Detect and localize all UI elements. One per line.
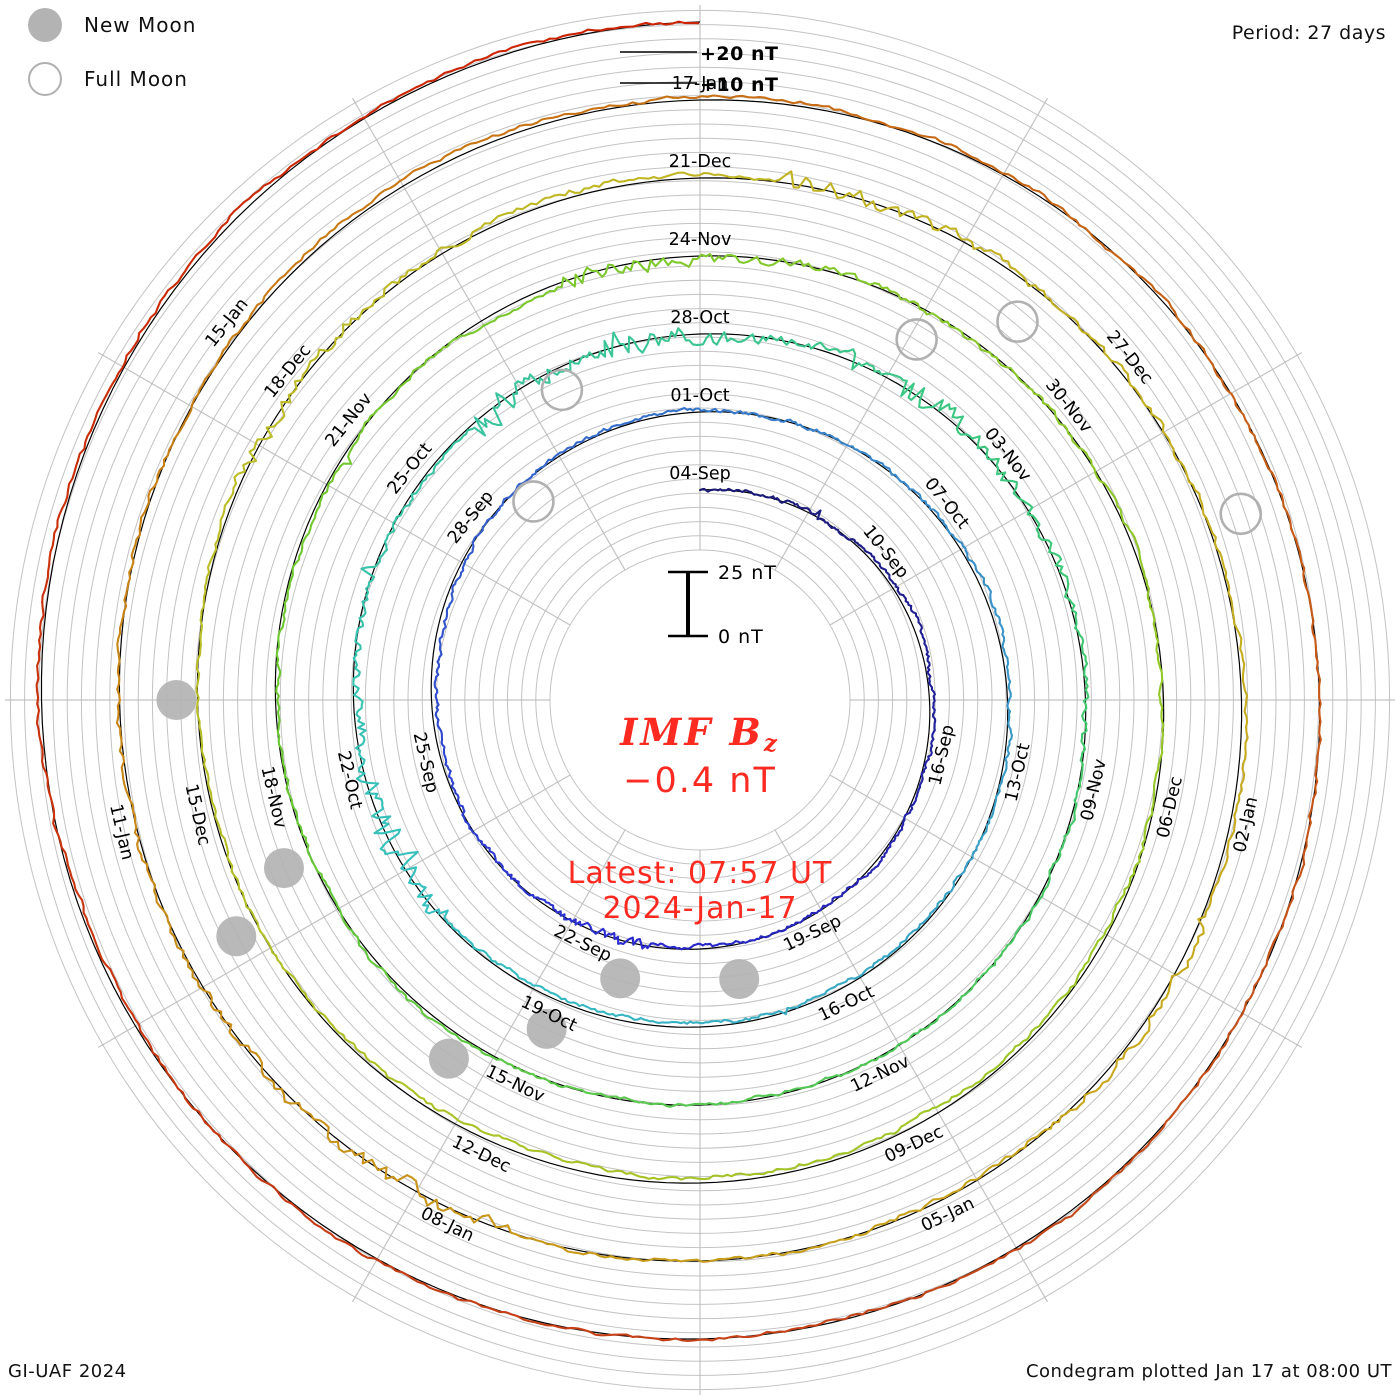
new-moon-icon	[28, 8, 62, 42]
period-label: Period: 27 days	[1231, 22, 1386, 44]
date-label: 21-Dec	[669, 152, 731, 172]
spiral-baselines	[40, 21, 1321, 1340]
legend-new-moon-label: New Moon	[84, 13, 197, 37]
angular-gridlines	[5, 5, 1395, 1395]
legend-full-moon: Full Moon	[28, 62, 188, 96]
scalebar-top-label: 25 nT	[718, 562, 777, 584]
date-label: 05-Jan	[918, 1194, 978, 1237]
data-traces	[35, 20, 1322, 1342]
date-label: 07-Oct	[920, 474, 973, 533]
scale-bar	[668, 570, 708, 638]
ring-label-20nt: +20 nT	[700, 43, 779, 65]
full-moon-icon	[28, 62, 62, 96]
credit-label: GI-UAF 2024	[8, 1361, 127, 1382]
date-label: 03-Nov	[980, 424, 1035, 486]
date-label: 28-Oct	[670, 308, 729, 328]
date-label: 01-Oct	[670, 386, 729, 406]
moon-markers	[156, 300, 1263, 1079]
date-label: 24-Nov	[669, 230, 732, 250]
nt-label-leaders	[620, 51, 697, 84]
date-label: 04-Sep	[669, 464, 731, 484]
date-label: 18-Dec	[261, 341, 316, 402]
date-label: 22-Sep	[551, 921, 615, 966]
date-label: 09-Dec	[882, 1122, 947, 1167]
legend-new-moon: New Moon	[28, 8, 196, 42]
date-label: 25-Oct	[384, 439, 437, 498]
date-label: 19-Sep	[781, 911, 845, 956]
legend-full-moon-label: Full Moon	[84, 67, 188, 91]
scalebar-bottom-label: 0 nT	[718, 626, 764, 648]
ring-label-10nt: +10 nT	[700, 74, 779, 96]
date-label: 16-Oct	[815, 982, 877, 1026]
date-label: 17-Jan	[672, 74, 729, 94]
plotted-timestamp: Condegram plotted Jan 17 at 08:00 UT	[1025, 1361, 1392, 1382]
